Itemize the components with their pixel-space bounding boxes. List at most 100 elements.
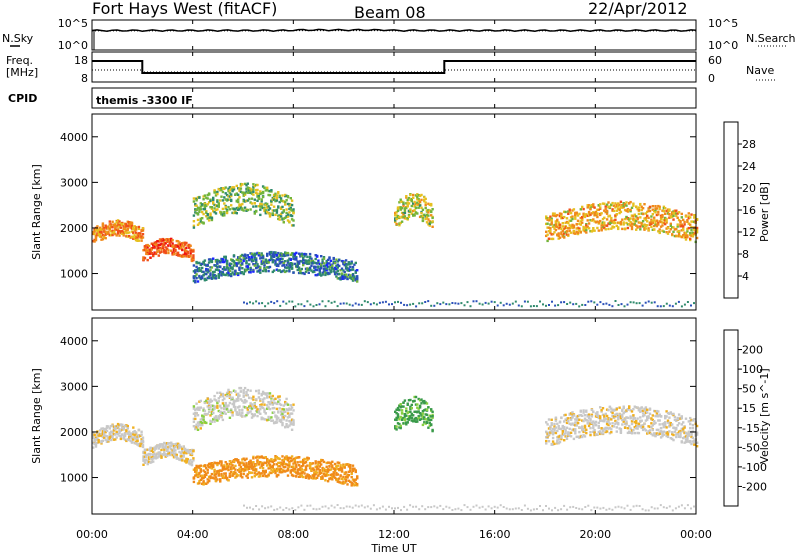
echo-cell xyxy=(683,223,685,225)
echo-cell xyxy=(252,191,254,193)
echo-cell xyxy=(627,427,629,429)
ground-scatter-cell xyxy=(264,305,266,307)
ground-scatter-cell xyxy=(328,300,330,302)
ground-scatter-cell xyxy=(675,303,677,305)
echo-cell xyxy=(209,200,211,202)
ground-scatter-cell xyxy=(509,304,511,306)
echo-cell xyxy=(220,416,222,418)
echo-cell xyxy=(571,215,573,217)
echo-cell xyxy=(659,228,661,230)
ground-scatter-cell xyxy=(448,303,450,305)
echo-cell xyxy=(610,431,612,433)
echo-cell xyxy=(287,404,289,406)
echo-cell xyxy=(229,476,231,478)
echo-cell xyxy=(222,419,224,421)
ground-scatter-cell xyxy=(506,303,508,305)
echo-cell xyxy=(580,410,582,412)
echo-cell xyxy=(292,409,294,411)
echo-cell xyxy=(552,440,554,442)
echo-cell xyxy=(416,212,418,214)
echo-cell xyxy=(598,229,600,231)
echo-cell xyxy=(285,423,287,425)
echo-cell xyxy=(255,464,257,466)
echo-cell xyxy=(352,465,354,467)
echo-cell xyxy=(582,420,584,422)
echo-cell xyxy=(400,199,402,201)
echo-cell xyxy=(234,465,236,467)
echo-cell xyxy=(252,457,254,459)
echo-cell xyxy=(567,420,569,422)
echo-cell xyxy=(213,271,215,273)
echo-cell xyxy=(93,434,95,436)
echo-cell xyxy=(243,396,245,398)
echo-cell xyxy=(140,431,142,433)
echo-cell xyxy=(675,210,677,212)
echo-cell xyxy=(628,425,630,427)
ground-scatter-cell xyxy=(621,303,623,305)
ground-scatter-cell xyxy=(693,302,695,304)
echo-cell xyxy=(563,216,565,218)
echo-cell xyxy=(551,419,553,421)
echo-cell xyxy=(247,394,249,396)
echo-cell xyxy=(689,224,691,226)
echo-cell xyxy=(285,270,287,272)
ground-scatter-cell xyxy=(611,305,613,307)
echo-cell xyxy=(207,413,209,415)
power-range-axis-label: Slant Range [km] xyxy=(30,164,43,260)
ground-scatter-cell xyxy=(524,301,526,303)
echo-cell xyxy=(238,405,240,407)
echo-cell xyxy=(334,463,336,465)
echo-cell xyxy=(255,205,257,207)
echo-cell xyxy=(290,259,292,261)
echo-cell xyxy=(192,250,194,252)
echo-cell xyxy=(252,205,254,207)
echo-cell xyxy=(245,458,247,460)
echo-cell xyxy=(259,475,261,477)
echo-cell xyxy=(174,446,176,448)
echo-cell xyxy=(201,424,203,426)
echo-cell xyxy=(216,193,218,195)
echo-cell xyxy=(227,267,229,269)
echo-cell xyxy=(574,432,576,434)
echo-cell xyxy=(240,390,242,392)
echo-cell xyxy=(639,416,641,418)
echo-cell xyxy=(252,396,254,398)
ground-scatter-cell xyxy=(581,304,583,306)
echo-cell xyxy=(356,280,358,282)
echo-cell xyxy=(627,417,629,419)
echo-cell xyxy=(270,189,272,191)
echo-cell xyxy=(212,464,214,466)
echo-cell xyxy=(606,225,608,227)
echo-cell xyxy=(610,418,612,420)
echo-cell xyxy=(226,395,228,397)
ground-scatter-cell xyxy=(542,303,544,305)
echo-cell xyxy=(107,226,109,228)
echo-cell xyxy=(121,223,123,225)
echo-cell xyxy=(138,226,140,228)
echo-cell xyxy=(629,209,631,211)
echo-cell xyxy=(241,203,243,205)
ground-scatter-cell xyxy=(479,303,481,305)
echo-cell xyxy=(218,417,220,419)
ground-scatter-cell xyxy=(482,304,484,306)
echo-cell xyxy=(248,263,250,265)
echo-cell xyxy=(402,422,404,424)
echo-cell xyxy=(238,269,240,271)
echo-cell xyxy=(124,434,126,436)
echo-cell xyxy=(200,470,202,472)
echo-cell xyxy=(585,231,587,233)
echo-cell xyxy=(331,478,333,480)
echo-cell xyxy=(283,264,285,266)
echo-cell xyxy=(686,236,688,238)
echo-cell xyxy=(231,268,233,270)
echo-cell xyxy=(605,413,607,415)
echo-cell xyxy=(252,188,254,190)
echo-cell xyxy=(650,215,652,217)
echo-cell xyxy=(201,217,203,219)
ground-scatter-cell xyxy=(403,304,405,306)
echo-cell xyxy=(689,238,691,240)
echo-cell xyxy=(243,389,245,391)
ground-scatter-cell xyxy=(249,301,251,303)
echo-cell xyxy=(558,425,560,427)
